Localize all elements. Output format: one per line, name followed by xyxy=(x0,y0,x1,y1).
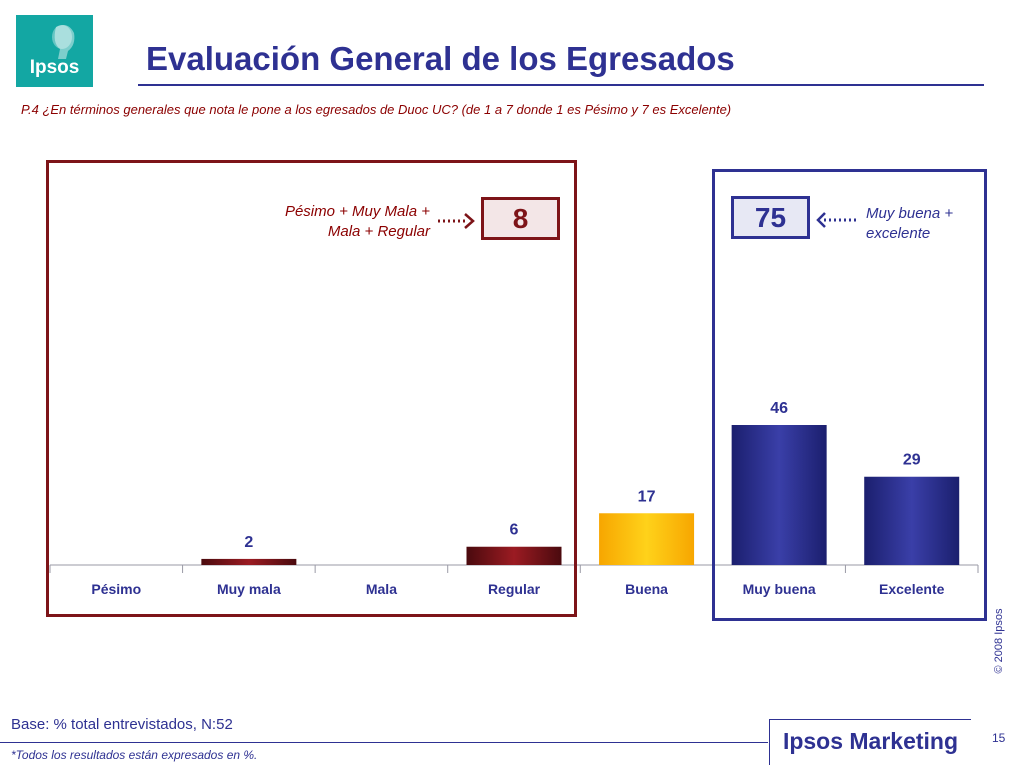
arrow-right-icon xyxy=(438,213,475,229)
bar xyxy=(731,425,827,565)
base-note: Base: % total entrevistados, N:52 xyxy=(11,716,233,733)
x-tick-label: Pésimo xyxy=(91,581,141,597)
bar-data-label: 2 xyxy=(244,534,253,551)
bar xyxy=(466,546,562,565)
logo-text: Ipsos xyxy=(29,57,80,78)
negative-group-frame xyxy=(46,160,577,617)
positive-summary-label: Muy buena + excelente xyxy=(866,204,986,244)
logo-head-icon xyxy=(52,25,75,59)
x-tick-label: Mala xyxy=(366,581,397,597)
x-tick-label: Regular xyxy=(488,581,541,597)
bar xyxy=(864,476,960,565)
title-divider xyxy=(138,84,984,86)
page-title: Evaluación General de los Egresados xyxy=(146,40,735,77)
negative-summary-label: Pésimo + Muy Mala + Mala + Regular xyxy=(240,202,430,242)
arrow-left-icon xyxy=(816,212,856,228)
bar-data-label: 46 xyxy=(770,400,788,417)
results-note: *Todos los resultados están expresados e… xyxy=(11,748,258,762)
bar-data-label: 29 xyxy=(903,452,921,469)
question-text: P.4 ¿En términos generales que nota le p… xyxy=(21,102,732,117)
x-tick-label: Buena xyxy=(625,581,668,597)
x-tick-label: Excelente xyxy=(879,581,945,597)
bar-data-label: 6 xyxy=(510,522,519,539)
positive-summary-label-line2: excelente xyxy=(866,225,931,242)
ipsos-logo: Ipsos xyxy=(16,15,93,87)
positive-group-frame xyxy=(712,169,987,621)
bar xyxy=(201,558,297,565)
positive-summary-label-line1: Muy buena + xyxy=(866,205,954,222)
negative-summary-label-line1: Pésimo + Muy Mala + xyxy=(284,203,430,220)
bar-data-label: 17 xyxy=(638,488,656,505)
negative-summary-value: 8 xyxy=(481,197,560,240)
brand-box: Ipsos Marketing xyxy=(769,719,971,765)
x-tick-label: Muy buena xyxy=(743,581,816,597)
footer-divider xyxy=(0,742,768,743)
x-tick-label: Muy mala xyxy=(217,581,281,597)
page-number: 15 xyxy=(992,731,1006,745)
negative-summary-label-line2: Mala + Regular xyxy=(327,223,430,240)
bar xyxy=(599,513,695,565)
positive-summary-value: 75 xyxy=(731,196,810,239)
copyright-text: © 2008 Ipsos xyxy=(993,608,1005,674)
brand-text: Ipsos Marketing xyxy=(782,728,959,754)
